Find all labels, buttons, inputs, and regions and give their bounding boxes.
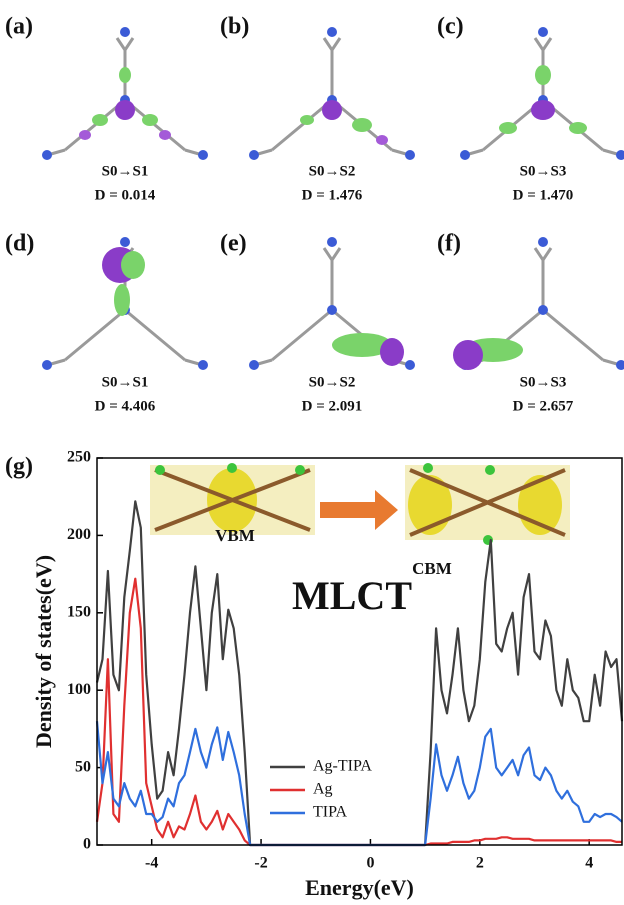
molecule-b <box>247 25 417 162</box>
y-tick-label: 200 <box>67 526 91 543</box>
legend-label: Ag <box>313 781 333 798</box>
transition: S0→S1 <box>102 374 149 390</box>
annotation: MLCT <box>292 573 412 618</box>
panel-label: (d) <box>5 231 34 257</box>
x-axis-label: Energy(eV) <box>305 875 414 900</box>
d-value: D = 2.657 <box>513 398 574 414</box>
panel-label: (c) <box>437 14 464 40</box>
panel-label: (e) <box>220 231 247 257</box>
annotation: VBM <box>215 526 255 545</box>
d-value: D = 1.470 <box>513 187 574 203</box>
series-line <box>95 577 622 847</box>
molecule-f <box>453 235 624 372</box>
annotation: CBM <box>412 559 452 578</box>
d-value: D = 0.014 <box>95 187 156 203</box>
y-tick-label: 100 <box>67 681 91 698</box>
legend-label: Ag-TIPA <box>313 758 372 775</box>
legend-label: TIPA <box>313 804 348 821</box>
d-value: D = 1.476 <box>302 187 363 203</box>
molecule-c <box>458 25 624 162</box>
x-tick-label: 4 <box>585 855 593 872</box>
panel-label: (a) <box>5 14 33 40</box>
x-tick-label: 0 <box>366 855 374 872</box>
plot-frame <box>96 457 623 846</box>
vbm-inset <box>150 463 315 535</box>
molecule-a <box>40 25 210 162</box>
d-value: D = 2.091 <box>302 398 363 414</box>
cbm-inset <box>405 463 570 545</box>
panel-label: (f) <box>437 231 461 257</box>
molecule-d <box>40 235 210 372</box>
x-tick-label: 2 <box>476 855 484 872</box>
panel-label: (g) <box>5 454 33 480</box>
molecule-e <box>247 235 417 372</box>
y-tick-label: 50 <box>75 758 91 775</box>
arrow <box>320 490 398 530</box>
series-line <box>95 500 624 847</box>
y-axis-label: Density of states(eV) <box>31 555 56 748</box>
panel-label: (b) <box>220 14 249 40</box>
series-line <box>95 721 623 847</box>
transition: S0→S2 <box>309 163 356 179</box>
transition: S0→S3 <box>520 374 567 390</box>
y-tick-label: 0 <box>83 836 91 853</box>
x-tick-label: -2 <box>254 855 267 872</box>
y-tick-label: 250 <box>67 449 91 466</box>
d-value: D = 4.406 <box>95 398 156 414</box>
transition: S0→S3 <box>520 163 567 179</box>
x-tick-label: -4 <box>145 855 158 872</box>
transition: S0→S2 <box>309 374 356 390</box>
y-tick-label: 150 <box>67 603 91 620</box>
transition: S0→S1 <box>102 163 149 179</box>
